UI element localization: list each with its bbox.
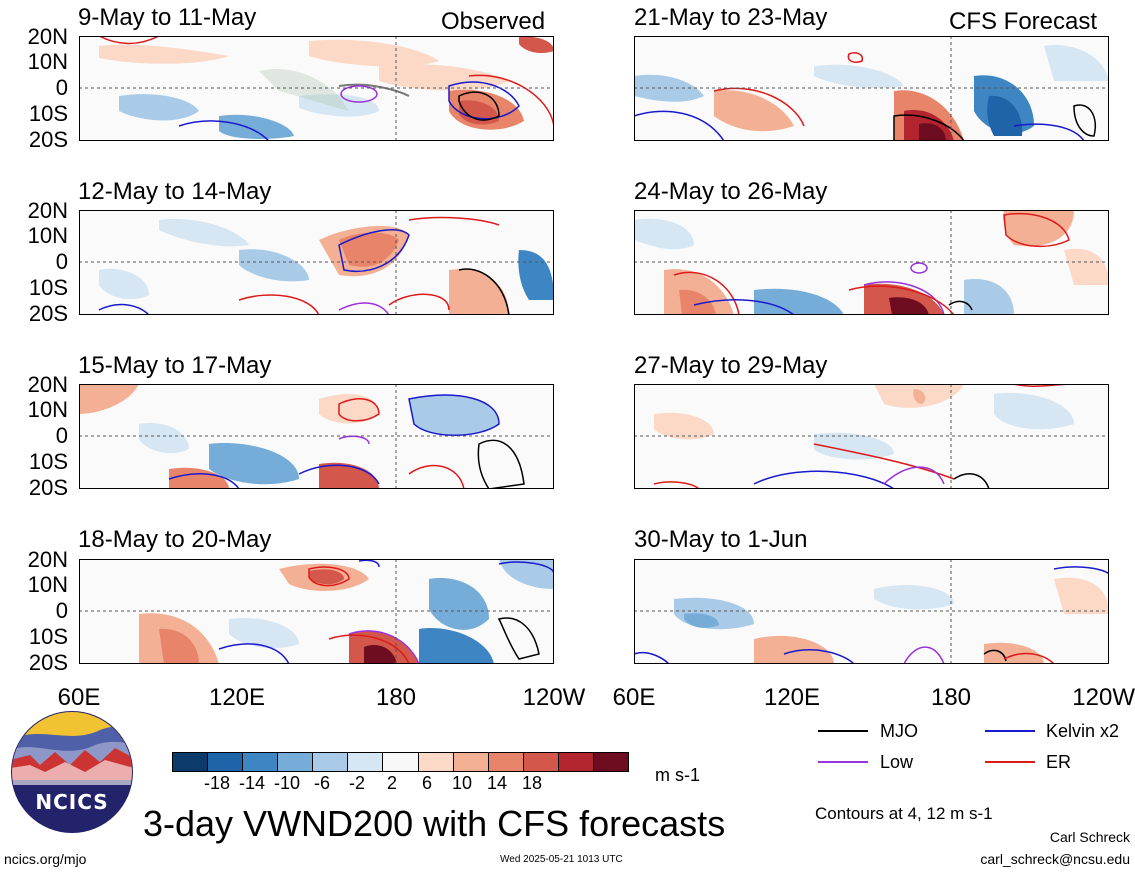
lon-label: 120W	[1072, 684, 1135, 711]
contours-note: Contours at 4, 12 m s-1	[815, 804, 993, 823]
lat-label: 20N	[27, 198, 68, 223]
colorbar-segment	[277, 753, 313, 771]
legend-label-er: ER	[1046, 752, 1072, 772]
panel-2-title: 12-May to 14-May	[78, 178, 272, 205]
footer-author: Carl Schreck	[1049, 829, 1130, 845]
lat-label: 10N	[27, 572, 68, 597]
lat-label: 20N	[27, 372, 68, 397]
colorbar-tick: -6	[313, 773, 330, 793]
colorbar-tick: 18	[521, 773, 543, 793]
panel-7-map	[634, 384, 1109, 489]
colorbar-tick: -2	[348, 773, 365, 793]
panel-5-title: 21-May to 23-May	[634, 4, 828, 31]
lat-label: 0	[55, 75, 68, 100]
legend-swatch-kelvin	[985, 730, 1035, 732]
ncics-logo: NCICS	[10, 710, 134, 834]
colorbar-tick: 10	[451, 773, 473, 793]
panel-6-map	[634, 210, 1109, 315]
lat-label: 0	[55, 249, 68, 274]
lat-label: 20S	[28, 127, 68, 152]
panel-1-title: 9-May to 11-May	[78, 4, 257, 31]
colorbar-tick: 14	[486, 773, 508, 793]
panel-5-map	[634, 36, 1109, 141]
panel-8-title: 30-May to 1-Jun	[634, 526, 808, 553]
footer-email[interactable]: carl_schreck@ncsu.edu	[980, 851, 1130, 867]
panel-1-map	[79, 36, 554, 141]
colorbar	[172, 752, 629, 772]
colorbar-tick: -10	[273, 773, 300, 793]
lat-label: 0	[55, 598, 68, 623]
lat-label: 20S	[28, 301, 68, 326]
panel-3-title: 15-May to 17-May	[78, 352, 272, 379]
footer-timestamp: Wed 2025-05-21 1013 UTC	[500, 854, 623, 865]
legend-swatch-er	[985, 761, 1035, 763]
lat-label: 0	[55, 423, 68, 448]
lat-label: 10N	[27, 223, 68, 248]
lon-label: 120E	[208, 684, 266, 711]
legend-label-mjo: MJO	[880, 721, 918, 741]
lat-label: 10N	[27, 397, 68, 422]
legend-label-low: Low	[880, 752, 914, 772]
colorbar-segment	[312, 753, 348, 771]
main-title: 3-day VWND200 with CFS forecasts	[143, 803, 726, 844]
legend-swatch-mjo	[818, 730, 868, 732]
footer-url[interactable]: ncics.org/mjo	[4, 851, 87, 867]
colorbar-tick: -18	[203, 773, 230, 793]
panel-7-title: 27-May to 29-May	[634, 352, 828, 379]
lat-label: 20N	[27, 547, 68, 572]
panel-2-map	[79, 210, 554, 315]
lat-label: 10S	[28, 275, 68, 300]
lat-label: 10S	[28, 101, 68, 126]
lon-label: 180	[375, 684, 417, 711]
lon-label: 120E	[763, 684, 821, 711]
colorbar-segment	[173, 753, 208, 771]
colorbar-segment	[557, 753, 593, 771]
colorbar-segment	[592, 753, 629, 771]
lon-label: 60E	[57, 684, 101, 711]
panel-6-title: 24-May to 26-May	[634, 178, 828, 205]
lon-label: 120W	[522, 684, 586, 711]
panel-4-map	[79, 559, 554, 664]
colorbar-segment	[417, 753, 453, 771]
lat-label: 20N	[27, 24, 68, 49]
colorbar-units: m s-1	[655, 765, 700, 785]
colorbar-segment	[382, 753, 418, 771]
colorbar-segment	[452, 753, 488, 771]
lon-label: 180	[930, 684, 972, 711]
colorbar-segment	[207, 753, 243, 771]
colorbar-tick: 2	[386, 773, 397, 793]
colorbar-tick: 6	[421, 773, 432, 793]
lat-label: 20S	[28, 475, 68, 500]
lon-label: 60E	[612, 684, 656, 711]
lat-label: 10S	[28, 449, 68, 474]
colorbar-tick: -14	[238, 773, 265, 793]
colorbar-segment	[522, 753, 558, 771]
colorbar-segment	[487, 753, 523, 771]
logo-text: NCICS	[35, 790, 109, 814]
panel-3-map	[79, 384, 554, 489]
observed-label: Observed	[441, 8, 546, 35]
legend-label-kelvin: Kelvin x2	[1046, 721, 1120, 741]
colorbar-segment	[242, 753, 278, 771]
lat-label: 10S	[28, 624, 68, 649]
lat-label: 20S	[28, 650, 68, 675]
colorbar-segment	[347, 753, 383, 771]
forecast-label: CFS Forecast	[949, 8, 1098, 35]
panel-4-title: 18-May to 20-May	[78, 526, 272, 553]
legend-swatch-low	[818, 761, 868, 763]
panel-8-map	[634, 559, 1109, 664]
lat-label: 10N	[27, 49, 68, 74]
